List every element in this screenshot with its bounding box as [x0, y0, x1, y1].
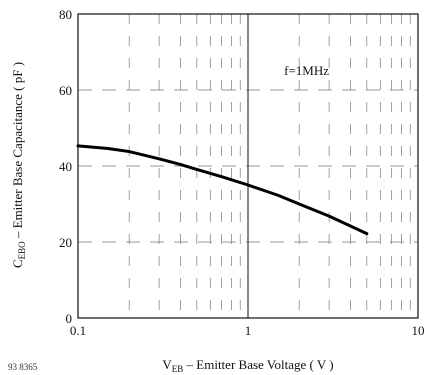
x-axis-description: – Emitter Base Voltage ( V ) [183, 357, 333, 372]
x-tick-label: 0.1 [70, 323, 86, 338]
y-tick-label: 0 [66, 311, 73, 326]
y-tick-label: 60 [59, 83, 72, 98]
x-tick-label: 1 [245, 323, 252, 338]
x-axis-subscript: EB [172, 364, 184, 374]
plot-frame [77, 13, 419, 319]
x-axis-title: VEB – Emitter Base Voltage ( V ) [162, 357, 333, 374]
grid [78, 14, 418, 318]
y-axis-symbol: C [10, 259, 25, 268]
frequency-annotation: f=1MHz [284, 63, 329, 78]
capacitance-curve [76, 144, 369, 236]
y-tick-label: 40 [59, 159, 72, 174]
x-axis-symbol: V [162, 357, 172, 372]
y-axis-title: CEBO – Emitter Base Capacitance ( pF ) [10, 62, 27, 268]
ticks: 0.1 1 10 0 20 40 60 80 [59, 7, 425, 338]
x-tick-label: 10 [412, 323, 425, 338]
y-tick-label: 80 [59, 7, 72, 22]
y-axis-subscript: EBO [17, 241, 27, 260]
y-tick-label: 20 [59, 235, 72, 250]
figure-id: 93 8365 [8, 362, 38, 372]
y-axis-description: – Emitter Base Capacitance ( pF ) [10, 62, 25, 241]
